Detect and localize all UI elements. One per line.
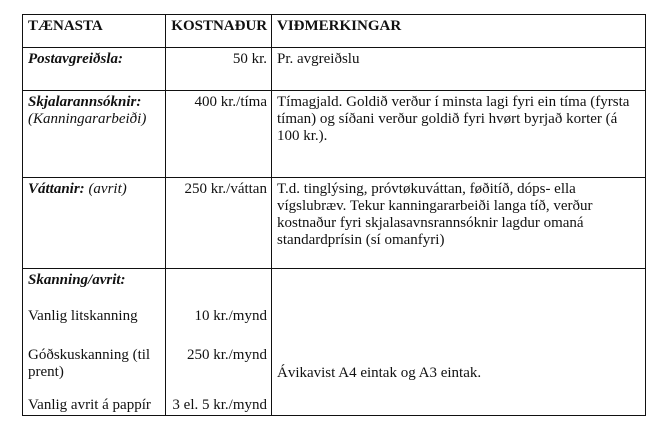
- table-row: Váttanir: (avrit) 250 kr./váttan T.d. ti…: [21, 177, 647, 269]
- scan-item-label: Góðskuskanning (til prent): [28, 347, 151, 380]
- service-cell: Váttanir: (avrit): [21, 177, 167, 269]
- cost-cell: 250 kr./váttan: [165, 177, 272, 269]
- price-table: TÆNASTA KOSTNAÐUR VIÐMERKINGAR Postavgre…: [21, 14, 647, 416]
- scan-item-label: Vanlig avrit á pappír: [28, 397, 151, 413]
- cost-cell: 10 kr./mynd 250 kr./mynd 3 el. 5 kr./myn…: [165, 268, 272, 416]
- header-service: TÆNASTA: [21, 14, 167, 48]
- remarks-cell: Tímagjald. Goldið verður í minsta lagi f…: [270, 90, 647, 178]
- cost-cell: 50 kr.: [165, 47, 272, 91]
- header-row: TÆNASTA KOSTNAÐUR VIÐMERKINGAR: [21, 14, 647, 48]
- scan-item-cost: 10 kr./mynd: [194, 308, 267, 324]
- cost-cell: 400 kr./tíma: [165, 90, 272, 178]
- service-name: Skjalarannsóknir:: [28, 94, 142, 110]
- table-row: Skanning/avrit: Vanlig litskanning Góðsk…: [21, 268, 647, 416]
- header-remarks: VIÐMERKINGAR: [270, 14, 647, 48]
- service-cell: Skanning/avrit: Vanlig litskanning Góðsk…: [21, 268, 167, 416]
- scan-item-cost: 3 el. 5 kr./mynd: [172, 397, 267, 413]
- service-note: (avrit): [88, 181, 127, 197]
- scan-item-label: Vanlig litskanning: [28, 308, 138, 324]
- table-row: Skjalarannsóknir: (Kanningararbeiði) 400 …: [21, 90, 647, 178]
- service-name: Skanning/avrit:: [28, 272, 126, 288]
- service-cell: Skjalarannsóknir: (Kanningararbeiði): [21, 90, 167, 178]
- remarks-cell: Pr. avgreiðslu: [270, 47, 647, 91]
- scan-item-cost: 250 kr./mynd: [186, 347, 267, 363]
- table-row: Postavgreiðsla: 50 kr. Pr. avgreiðslu: [21, 47, 647, 91]
- remarks-cell: Ávikavist A4 eintak og A3 eintak.: [270, 268, 647, 416]
- header-cost: KOSTNAÐUR: [165, 14, 272, 48]
- service-name: Váttanir:: [28, 181, 85, 197]
- service-cell: Postavgreiðsla:: [21, 47, 167, 91]
- remarks-cell: T.d. tinglýsing, próvtøkuváttan, føðitíð…: [270, 177, 647, 269]
- remarks-text: Ávikavist A4 eintak og A3 eintak.: [276, 365, 482, 381]
- service-note: (Kanningararbeiði): [28, 111, 147, 127]
